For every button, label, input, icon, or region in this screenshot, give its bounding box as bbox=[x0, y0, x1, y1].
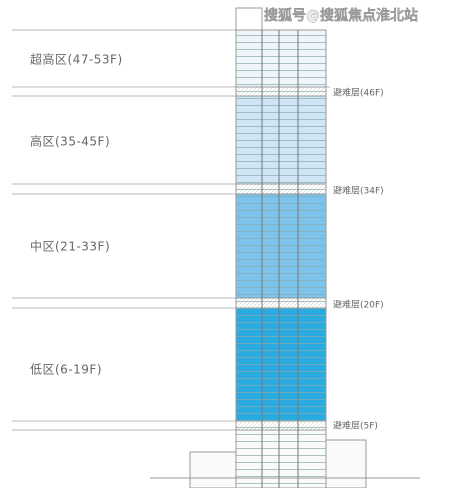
refuge-label: 避难层(46F) bbox=[333, 87, 384, 99]
level-lines bbox=[12, 29, 330, 431]
refuge-label: 避难层(34F) bbox=[333, 185, 384, 197]
zone-label: 超高区(47-53F) bbox=[30, 52, 123, 67]
zone-label: 高区(35-45F) bbox=[30, 134, 110, 149]
watermark: 搜狐号@搜狐焦点淮北站 bbox=[264, 7, 418, 24]
tower bbox=[150, 7, 420, 488]
refuge-label: 避难层(5F) bbox=[333, 420, 378, 432]
zone-label: 中区(21-33F) bbox=[30, 239, 110, 254]
zone-label: 低区(6-19F) bbox=[30, 363, 102, 377]
refuge-label: 避难层(20F) bbox=[333, 299, 384, 311]
